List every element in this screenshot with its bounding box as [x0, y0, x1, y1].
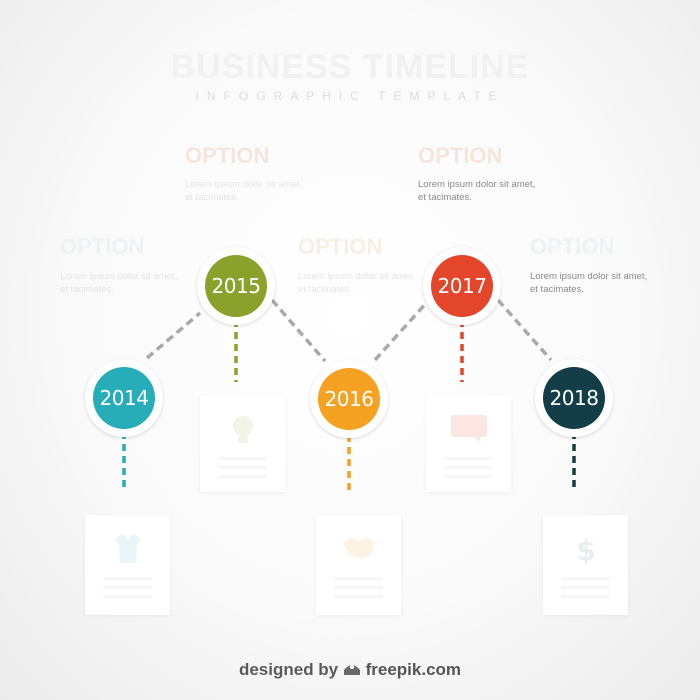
option-heading-mid-2: OPTION [298, 234, 383, 259]
timeline-node-2017: 2017 [423, 247, 501, 325]
credit-line: designed by freepik.com [0, 660, 700, 680]
handshake-icon [341, 533, 377, 566]
year-2015: 2015 [205, 255, 267, 317]
option-text-mid-3: Lorem ipsum dolor sit amet, et tacimates… [530, 271, 648, 295]
card-2014 [85, 515, 170, 615]
timeline-node-2014: 2014 [85, 359, 163, 437]
year-2016: 2016 [318, 368, 380, 430]
option-text-top-left: Lorem ipsum dolor sit amet, et tacimates… [185, 179, 303, 203]
dollar-icon: $ [571, 533, 601, 572]
shirt-icon [113, 533, 143, 570]
card-2018: $ [543, 515, 628, 615]
chat-icon [449, 413, 489, 450]
year-2017: 2017 [431, 255, 493, 317]
infographic-title: BUSINESS TIMELINE [170, 48, 530, 86]
option-text-mid-1: Lorem ipsum dolor sit amet, et tacimates… [60, 271, 178, 295]
timeline-node-2018: 2018 [535, 359, 613, 437]
timeline-node-2016: 2016 [310, 360, 388, 438]
option-heading-top-right: OPTION [418, 143, 503, 168]
option-heading-mid-1: OPTION [60, 234, 145, 259]
svg-text:$: $ [576, 534, 595, 567]
infographic-subtitle: INFOGRAPHIC TEMPLATE [195, 89, 505, 103]
year-2018: 2018 [543, 367, 605, 429]
lightbulb-icon [228, 413, 258, 452]
connector-2017-2018 [496, 298, 553, 362]
option-text-top-right: Lorem ipsum dolor sit amet, et tacimates… [418, 179, 536, 203]
card-2015 [200, 395, 285, 492]
freepik-logo-icon [343, 660, 366, 679]
card-2017 [426, 395, 511, 492]
connector-2016-2017 [373, 299, 430, 362]
credit-prefix: designed by [238, 660, 339, 679]
connector-2015-2016 [270, 298, 327, 363]
option-text-mid-2: Lorem ipsum dolor sit amet, et tacimates… [298, 271, 416, 295]
option-heading-mid-3: OPTION [530, 234, 615, 259]
timeline-node-2015: 2015 [197, 247, 275, 325]
credit-brand: freepik.com [365, 660, 462, 679]
option-heading-top-left: OPTION [185, 143, 270, 168]
year-2014: 2014 [93, 367, 155, 429]
card-2016 [316, 515, 401, 615]
connector-2014-2015 [145, 311, 202, 360]
